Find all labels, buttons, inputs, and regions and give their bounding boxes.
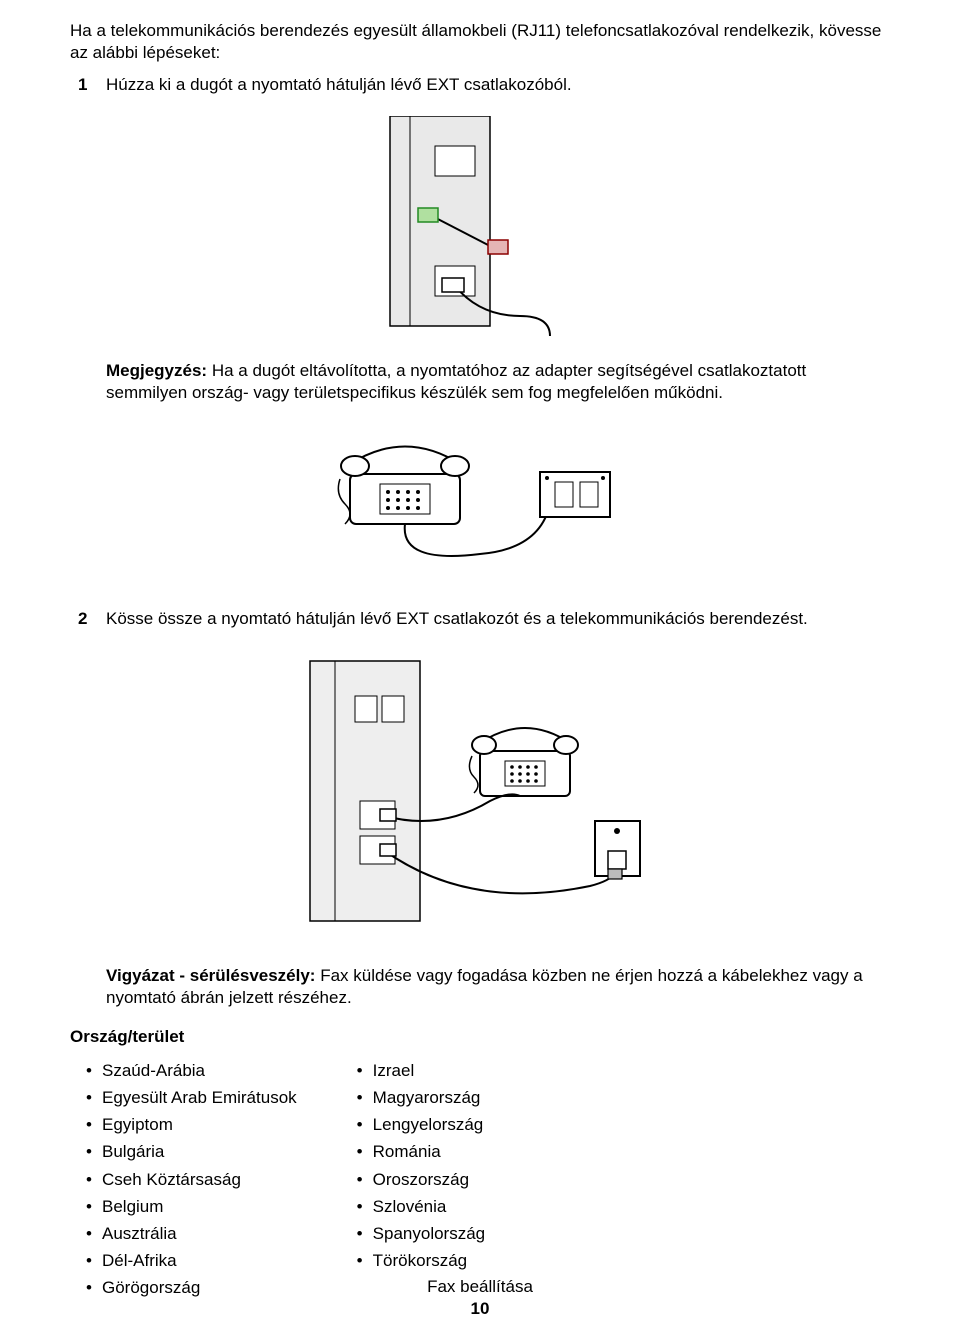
figure-2 [70,424,890,584]
list-item: Cseh Köztársaság [86,1166,297,1193]
step-1: 1 Húzza ki a dugót a nyomtató hátulján l… [70,74,890,96]
warning-block: Vigyázat - sérülésveszély: Fax küldése v… [106,965,890,1009]
list-item: Magyarország [357,1084,485,1111]
step-2: 2 Kösse össze a nyomtató hátulján lévő E… [70,608,890,630]
figure-3 [70,651,890,941]
footer-page-number: 10 [0,1299,960,1319]
list-item: Dél-Afrika [86,1247,297,1274]
page-footer: Fax beállítása 10 [0,1277,960,1319]
countries-heading: Ország/terület [70,1027,890,1047]
note-block: Megjegyzés: Ha a dugót eltávolította, a … [106,360,890,404]
step-2-number: 2 [70,608,106,630]
countries-col-2: Izrael Magyarország Lengyelország Románi… [357,1057,485,1302]
list-item: Törökország [357,1247,485,1274]
countries-col-1: Szaúd-Arábia Egyesült Arab Emirátusok Eg… [86,1057,297,1302]
list-item: Egyiptom [86,1111,297,1138]
list-item: Ausztrália [86,1220,297,1247]
countries-lists: Szaúd-Arábia Egyesült Arab Emirátusok Eg… [86,1057,890,1302]
step-1-number: 1 [70,74,106,96]
list-item: Oroszország [357,1166,485,1193]
note-label: Megjegyzés: [106,361,207,380]
list-item: Egyesült Arab Emirátusok [86,1084,297,1111]
step-1-text: Húzza ki a dugót a nyomtató hátulján lév… [106,74,572,96]
note-text: Ha a dugót eltávolította, a nyomtatóhoz … [106,361,806,402]
list-item: Bulgária [86,1138,297,1165]
list-item: Románia [357,1138,485,1165]
warning-label: Vigyázat - sérülésveszély: [106,966,315,985]
printer-plug-icon [380,116,580,336]
figure-1 [70,116,890,336]
printer-phone-wall-icon [290,651,670,941]
list-item: Belgium [86,1193,297,1220]
footer-title: Fax beállítása [0,1277,960,1297]
phone-adapter-icon [300,424,660,584]
intro-paragraph: Ha a telekommunikációs berendezés egyesü… [70,20,890,64]
document-page: Ha a telekommunikációs berendezés egyesü… [0,0,960,1343]
list-item: Spanyolország [357,1220,485,1247]
step-2-text: Kösse össze a nyomtató hátulján lévő EXT… [106,608,808,630]
list-item: Szaúd-Arábia [86,1057,297,1084]
list-item: Izrael [357,1057,485,1084]
list-item: Szlovénia [357,1193,485,1220]
list-item: Lengyelország [357,1111,485,1138]
